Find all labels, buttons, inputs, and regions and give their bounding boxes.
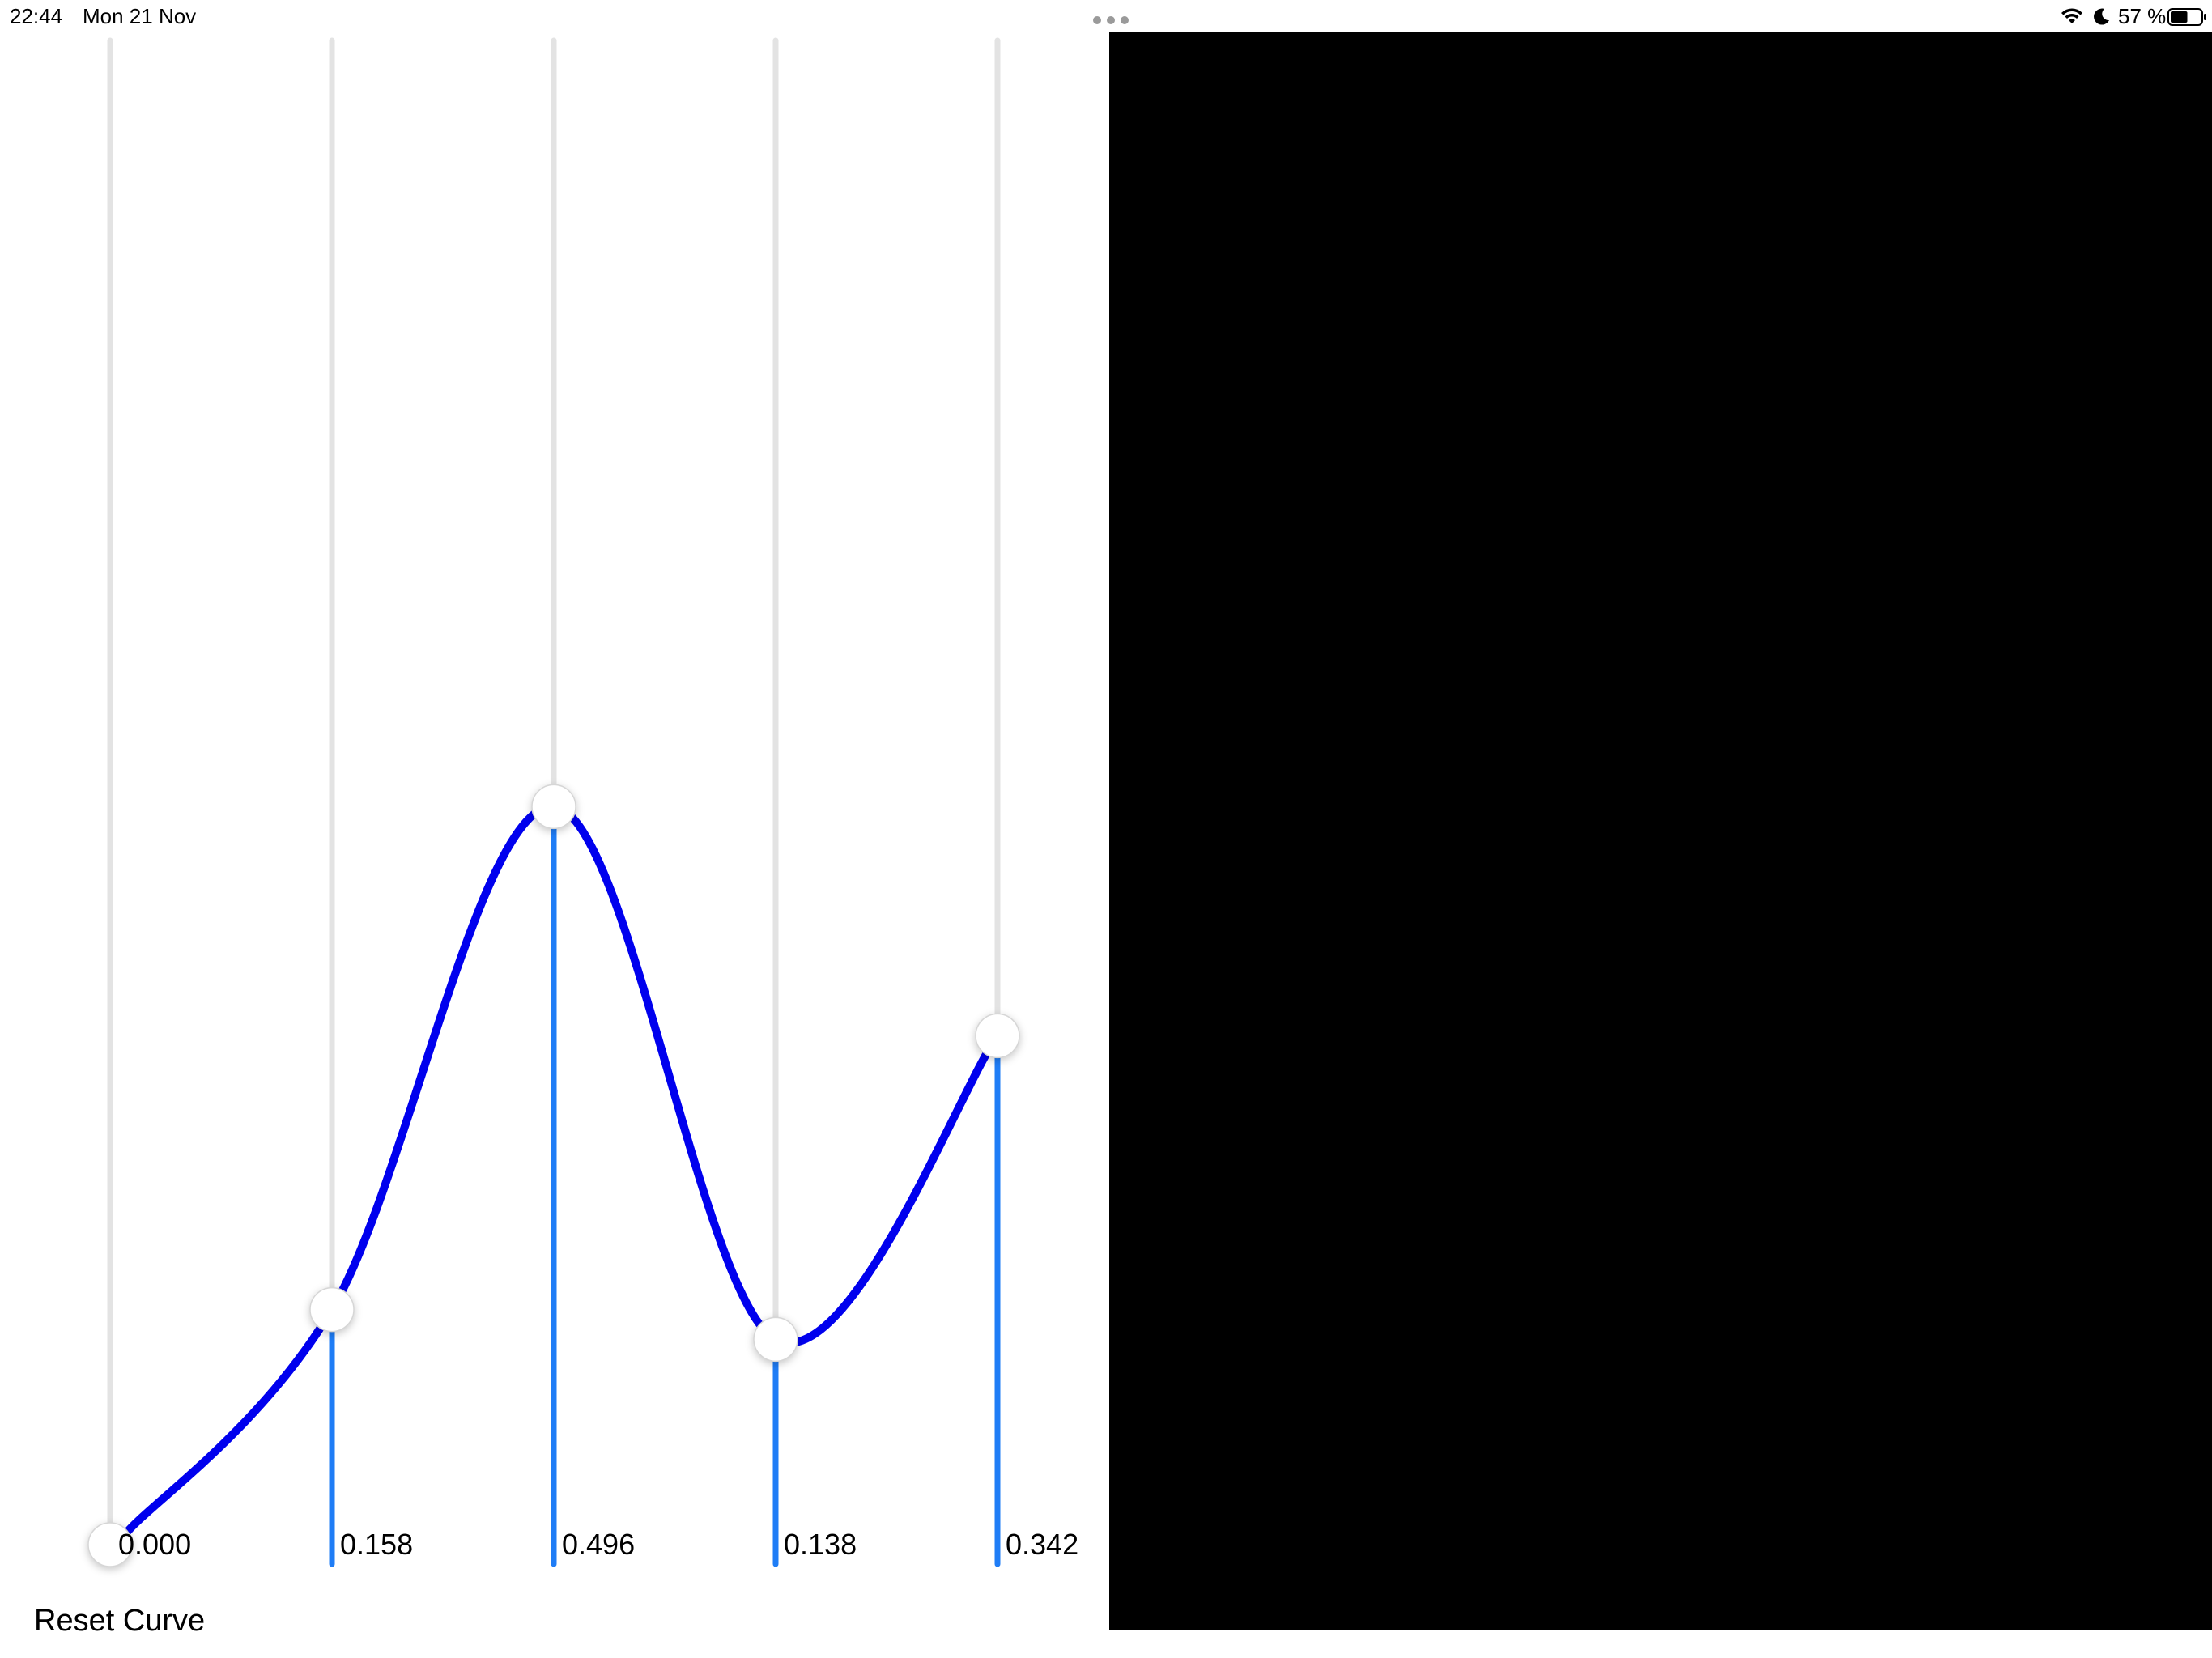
slider-value-label: 0.138 [784,1528,857,1561]
curve-canvas [87,37,1020,1567]
slider-value-label: 0.000 [118,1528,192,1561]
slider-value-label: 0.342 [1006,1528,1079,1561]
slider-value-label: 0.496 [562,1528,636,1561]
three-dots-icon[interactable] [1093,16,1129,24]
moon-icon [2094,8,2109,25]
slider-thumb[interactable] [309,1286,355,1333]
curve-line [121,802,1002,1539]
reset-curve-button[interactable]: Reset Curve [34,1604,206,1638]
status-date: Mon 21 Nov [83,4,197,28]
status-time: 22:44 [10,4,63,28]
curve-editor: 0.000 0.158 0.496 0.138 0.342 Reset Curve [0,32,1109,1652]
slider-value-label: 0.158 [340,1528,414,1561]
battery-percent: 57 % [2118,4,2167,28]
slider-thumb[interactable] [975,1013,1020,1059]
battery-icon [2167,8,2206,26]
wifi-icon [2061,8,2082,23]
slider-thumb[interactable] [87,1522,133,1567]
slider-thumb[interactable] [753,1316,798,1363]
side-panel [1109,32,2212,1630]
slider-thumb[interactable] [531,784,576,830]
